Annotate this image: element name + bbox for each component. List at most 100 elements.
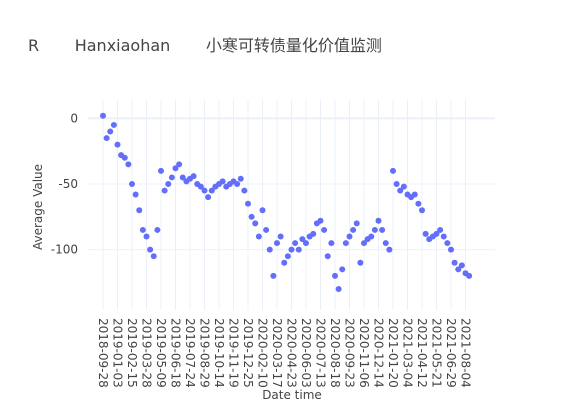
point bbox=[259, 207, 266, 214]
point bbox=[342, 240, 349, 247]
point bbox=[172, 165, 179, 172]
point bbox=[255, 233, 262, 240]
x-tick-label: 2020-09-23 bbox=[343, 318, 357, 388]
x-tick-label: 2021-05-21 bbox=[430, 318, 444, 388]
x-tick-label: 2020-07-13 bbox=[314, 318, 328, 388]
point bbox=[201, 187, 208, 194]
y-tick-label: 0 bbox=[70, 111, 78, 125]
point bbox=[292, 240, 299, 247]
point bbox=[176, 161, 183, 168]
point bbox=[419, 207, 425, 214]
point bbox=[161, 187, 168, 194]
point bbox=[245, 200, 251, 207]
x-tick-label: 2019-11-19 bbox=[227, 318, 241, 388]
point bbox=[444, 240, 451, 247]
point bbox=[451, 259, 458, 266]
x-tick-label: 2020-03-17 bbox=[270, 318, 284, 388]
point bbox=[277, 233, 284, 240]
point bbox=[397, 187, 404, 194]
point bbox=[252, 220, 259, 227]
point bbox=[448, 246, 454, 253]
x-tick-label: 2021-04-12 bbox=[415, 318, 429, 388]
point bbox=[310, 230, 317, 237]
x-tick-label: 2021-03-04 bbox=[401, 318, 415, 388]
x-tick-label: 2020-02-10 bbox=[256, 318, 270, 388]
point bbox=[357, 259, 364, 266]
point bbox=[208, 187, 215, 194]
point bbox=[339, 266, 346, 273]
point bbox=[179, 174, 186, 181]
point bbox=[197, 183, 204, 190]
x-tick-label: 2020-12-14 bbox=[372, 318, 386, 388]
point bbox=[346, 233, 353, 240]
x-axis-label: Date time bbox=[262, 388, 322, 402]
point bbox=[382, 240, 389, 247]
point bbox=[270, 272, 277, 279]
point bbox=[274, 240, 280, 247]
point bbox=[136, 207, 143, 214]
point bbox=[361, 240, 367, 247]
x-tick-label: 2019-02-15 bbox=[125, 318, 139, 388]
point bbox=[103, 135, 110, 142]
point bbox=[400, 183, 407, 190]
point bbox=[110, 121, 117, 128]
point bbox=[129, 181, 135, 187]
point bbox=[324, 253, 331, 260]
x-tick-label: 2021-08-04 bbox=[459, 318, 473, 388]
point bbox=[458, 262, 465, 269]
point bbox=[139, 226, 146, 233]
point bbox=[303, 240, 309, 247]
point bbox=[132, 191, 139, 198]
point bbox=[433, 230, 440, 237]
x-tick-label: 2019-07-24 bbox=[183, 318, 197, 388]
point bbox=[335, 286, 342, 292]
y-tick-label: -50 bbox=[58, 177, 78, 191]
x-tick-label: 2019-10-14 bbox=[212, 318, 226, 388]
point bbox=[393, 181, 400, 187]
point bbox=[295, 246, 302, 253]
point bbox=[263, 226, 270, 233]
point bbox=[125, 161, 132, 168]
point bbox=[437, 226, 444, 233]
x-tick-label: 2020-08-18 bbox=[328, 318, 342, 388]
point bbox=[328, 240, 335, 247]
x-tick-label: 2019-08-29 bbox=[198, 318, 212, 388]
point bbox=[317, 217, 324, 224]
x-tick-label: 2019-05-09 bbox=[154, 318, 168, 388]
point bbox=[190, 173, 197, 180]
point bbox=[241, 187, 248, 194]
point bbox=[205, 194, 212, 201]
point bbox=[411, 191, 418, 198]
y-axis-label: Average Value bbox=[31, 164, 45, 250]
point bbox=[321, 226, 328, 233]
point bbox=[143, 233, 150, 240]
x-tick-label: 2019-06-18 bbox=[169, 318, 183, 388]
point bbox=[350, 226, 357, 233]
point bbox=[379, 226, 386, 233]
point bbox=[219, 178, 226, 185]
point bbox=[121, 154, 128, 161]
point bbox=[368, 233, 375, 240]
point bbox=[371, 226, 378, 233]
point bbox=[386, 246, 393, 253]
x-tick-label: 2020-06-03 bbox=[299, 318, 313, 388]
point bbox=[158, 167, 164, 174]
point bbox=[422, 230, 429, 237]
point bbox=[150, 253, 157, 260]
y-tick-label: -100 bbox=[51, 243, 78, 257]
point bbox=[266, 246, 273, 253]
point bbox=[154, 226, 161, 233]
point bbox=[237, 175, 244, 182]
point bbox=[288, 246, 295, 253]
x-tick-label: 2019-12-25 bbox=[241, 318, 255, 388]
point bbox=[390, 167, 396, 174]
point bbox=[466, 272, 473, 279]
point bbox=[100, 112, 106, 119]
point bbox=[299, 236, 306, 243]
point bbox=[455, 266, 462, 273]
point bbox=[114, 141, 121, 148]
point bbox=[107, 128, 114, 135]
x-tick-label: 2021-01-20 bbox=[386, 318, 400, 388]
point bbox=[147, 246, 154, 253]
